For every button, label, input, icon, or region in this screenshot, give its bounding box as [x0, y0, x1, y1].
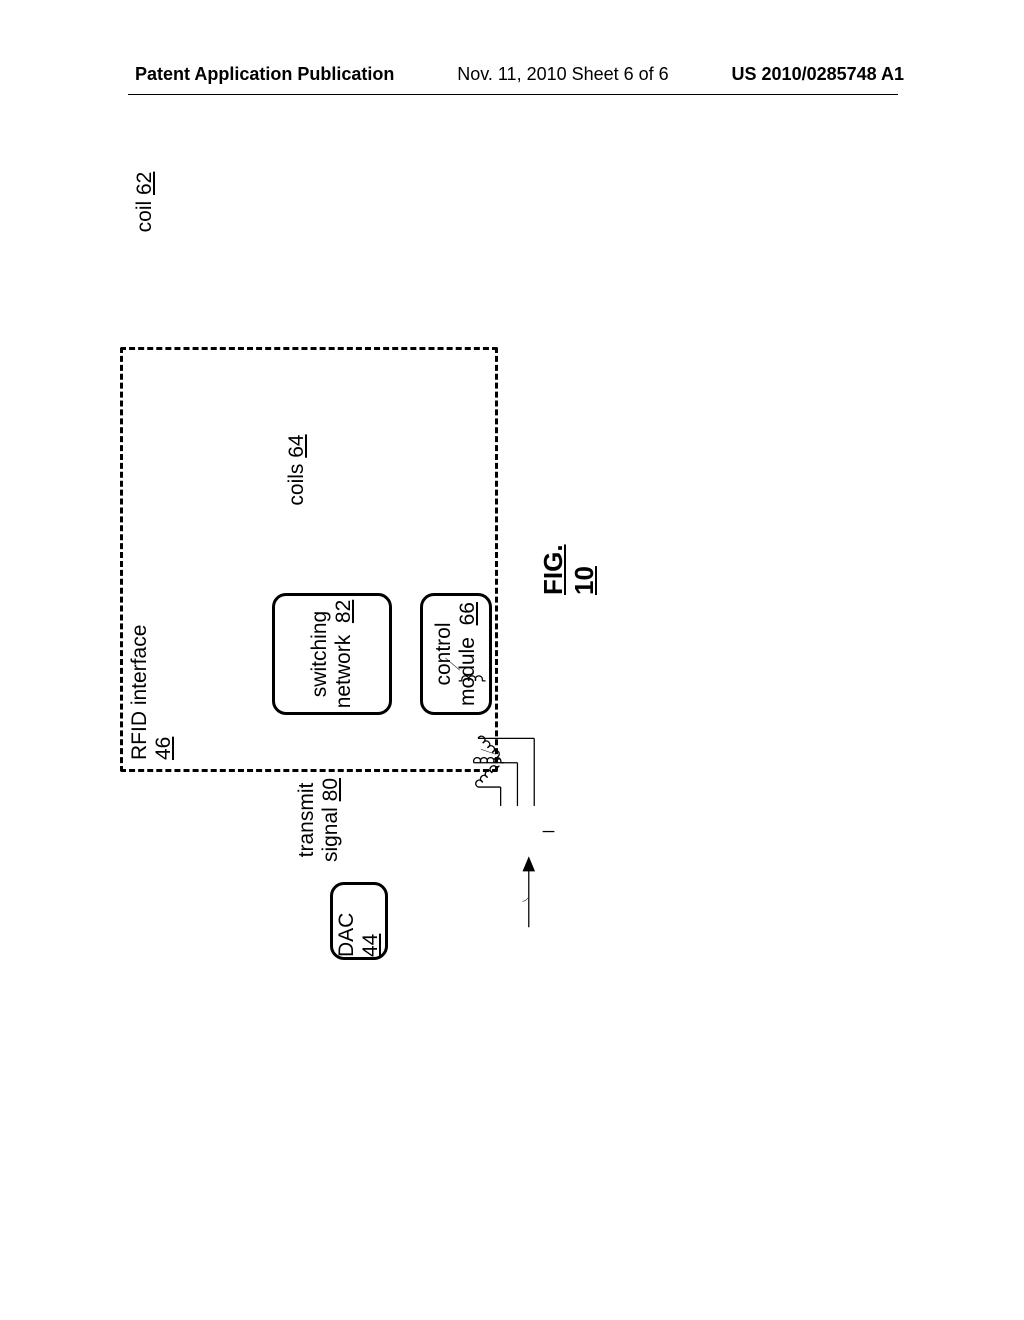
header-left: Patent Application Publication — [135, 64, 394, 85]
coils-label: coils 64 — [285, 425, 309, 515]
header-right: US 2010/0285748 A1 — [732, 64, 904, 85]
coils-num: 64 — [285, 434, 308, 457]
coils-text: coils — [285, 464, 308, 506]
figure-caption: FIG. 10 — [538, 544, 600, 595]
coil-label: coil 62 — [133, 162, 157, 242]
header-rule — [128, 94, 898, 95]
diagram-svg — [120, 620, 930, 960]
coil-num: 62 — [133, 172, 156, 195]
coil-text: coil — [133, 201, 156, 233]
figure-10: DAC 44 RFID interface 46 transmit signal… — [120, 620, 930, 960]
header-center: Nov. 11, 2010 Sheet 6 of 6 — [457, 64, 668, 85]
page-header: Patent Application Publication Nov. 11, … — [0, 64, 1024, 85]
